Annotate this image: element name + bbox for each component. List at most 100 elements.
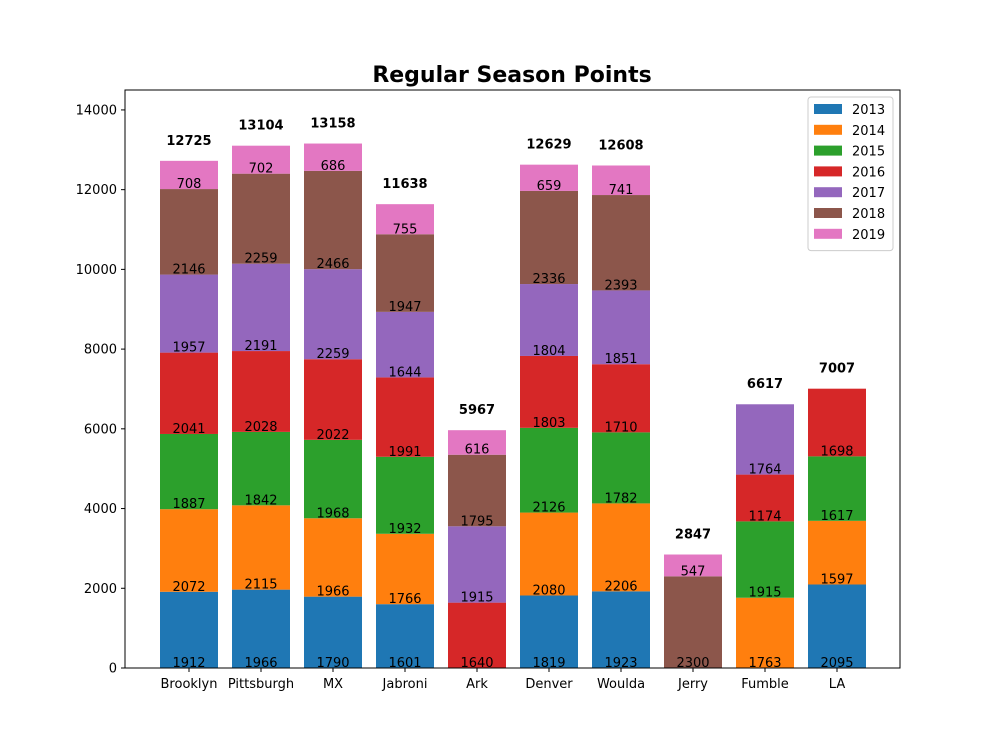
bar-segment-mx-2015 <box>304 439 362 519</box>
bar-segment-brooklyn-2013 <box>160 591 218 668</box>
bar-segment-denver-2013 <box>520 595 578 668</box>
bar-segment-la-2014 <box>808 520 866 585</box>
bar-segment-pittsburgh-2017 <box>232 263 290 352</box>
segment-value-label: 686 <box>321 159 346 174</box>
bar-segment-jabroni-2016 <box>376 377 434 457</box>
bar-segment-denver-2015 <box>520 427 578 513</box>
bar-segment-la-2016 <box>808 388 866 457</box>
bars-layer <box>160 143 866 668</box>
segment-value-label: 1782 <box>604 491 637 506</box>
segment-value-label: 1710 <box>604 420 637 435</box>
legend-label: 2019 <box>852 228 885 243</box>
segment-value-label: 2028 <box>244 420 277 435</box>
bar-segment-ark-2018 <box>448 454 506 527</box>
segment-value-label: 2206 <box>604 579 637 594</box>
legend-swatch <box>814 187 842 198</box>
y-tick-label: 14000 <box>76 103 117 118</box>
bar-segment-fumble-2016 <box>736 474 794 522</box>
segment-value-label: 2259 <box>316 347 349 362</box>
segment-value-label: 1851 <box>604 352 637 367</box>
bar-segment-jabroni-2014 <box>376 533 434 605</box>
total-value-label: 12725 <box>166 134 211 149</box>
segment-value-label: 1790 <box>316 656 349 671</box>
bar-segment-jabroni-2013 <box>376 604 434 668</box>
bar-segment-denver-2016 <box>520 355 578 428</box>
segment-value-label: 1617 <box>820 509 853 524</box>
segment-value-label: 2126 <box>532 501 565 516</box>
bar-segment-brooklyn-2017 <box>160 274 218 353</box>
y-tick-label: 2000 <box>84 582 117 597</box>
segment-value-label: 1991 <box>388 445 421 460</box>
total-value-label: 7007 <box>819 362 855 377</box>
segment-value-label: 755 <box>393 222 418 237</box>
bar-segment-pittsburgh-2018 <box>232 173 290 264</box>
bar-segment-ark-2019 <box>448 430 506 455</box>
total-labels-layer: 12725 13104 13158 11638 5967 12629 12608 2847 66… <box>166 116 855 542</box>
segment-value-label: 708 <box>177 177 202 192</box>
bar-segment-woulda-2018 <box>592 195 650 291</box>
segment-value-label: 1915 <box>460 591 493 606</box>
chart-title: Regular Season Points <box>372 63 651 88</box>
bar-segment-pittsburgh-2013 <box>232 589 290 668</box>
legend: 2013 2014 2015 2016 2017 2018 2019 <box>807 96 894 252</box>
bar-segment-brooklyn-2016 <box>160 352 218 434</box>
segment-value-label: 1764 <box>748 463 781 478</box>
legend-label: 2014 <box>852 124 885 139</box>
y-tick-label: 8000 <box>84 343 117 358</box>
bar-segment-mx-2017 <box>304 269 362 360</box>
segment-value-label: 2095 <box>820 656 853 671</box>
bar-segment-mx-2016 <box>304 359 362 440</box>
segment-value-label: 659 <box>537 179 562 194</box>
bar-segment-brooklyn-2018 <box>160 189 218 275</box>
bar-segment-pittsburgh-2016 <box>232 351 290 432</box>
segment-value-label: 741 <box>609 183 634 198</box>
bar-segment-jabroni-2018 <box>376 234 434 312</box>
bar-segment-pittsburgh-2015 <box>232 431 290 506</box>
total-value-label: 13104 <box>238 119 283 134</box>
segment-value-label: 1819 <box>532 656 565 671</box>
legend-label: 2016 <box>852 165 885 180</box>
bar-segment-denver-2014 <box>520 512 578 596</box>
bar-segment-brooklyn-2015 <box>160 433 218 510</box>
legend-swatch <box>814 104 842 114</box>
x-axis: Brooklyn Pittsburgh MX Jabroni Ark Denver Woul… <box>161 668 845 692</box>
x-tick-label: Brooklyn <box>161 677 218 692</box>
segment-value-label: 1803 <box>532 416 565 431</box>
bar-segment-denver-2019 <box>520 164 578 191</box>
bar-segment-jabroni-2019 <box>376 204 434 235</box>
segment-value-label: 2466 <box>316 257 349 272</box>
bar-segment-pittsburgh-2019 <box>232 145 290 174</box>
bar-segment-woulda-2014 <box>592 503 650 592</box>
legend-swatch <box>814 124 842 135</box>
bar-segment-jerry-2018 <box>664 576 722 668</box>
bar-segment-woulda-2015 <box>592 432 650 504</box>
segment-value-label: 1957 <box>172 341 205 356</box>
segment-value-label: 1912 <box>172 656 205 671</box>
bar-segment-fumble-2014 <box>736 597 794 668</box>
segment-value-label: 1923 <box>604 656 637 671</box>
segment-value-label: 1947 <box>388 300 421 315</box>
segment-value-label: 1766 <box>388 592 421 607</box>
segment-value-label: 2080 <box>532 583 565 598</box>
legend-label: 2018 <box>852 207 885 222</box>
segment-value-label: 1698 <box>820 444 853 459</box>
bar-segment-ark-2017 <box>448 526 506 603</box>
legend-swatch <box>814 145 842 156</box>
x-tick-label: Denver <box>525 677 573 692</box>
total-value-label: 11638 <box>382 177 427 192</box>
x-tick-label: Pittsburgh <box>228 677 294 692</box>
x-tick-label: MX <box>323 677 343 692</box>
segment-value-label: 2259 <box>244 252 277 267</box>
segment-value-label: 1966 <box>244 656 277 671</box>
bar-segment-woulda-2013 <box>592 591 650 668</box>
segment-value-label: 2393 <box>604 278 637 293</box>
bar-segment-jerry-2019 <box>664 554 722 577</box>
x-tick-label: Jabroni <box>382 677 428 692</box>
segment-value-label: 2115 <box>244 578 277 593</box>
total-value-label: 13158 <box>310 116 355 131</box>
total-value-label: 5967 <box>459 403 495 418</box>
y-tick-label: 10000 <box>76 263 117 278</box>
segment-value-label: 1968 <box>316 506 349 521</box>
segment-value-label: 616 <box>465 443 490 458</box>
segment-labels-layer: 1912 2072 1887 2041 1957 2146 708 1966 2115 1842 2… <box>172 159 853 671</box>
